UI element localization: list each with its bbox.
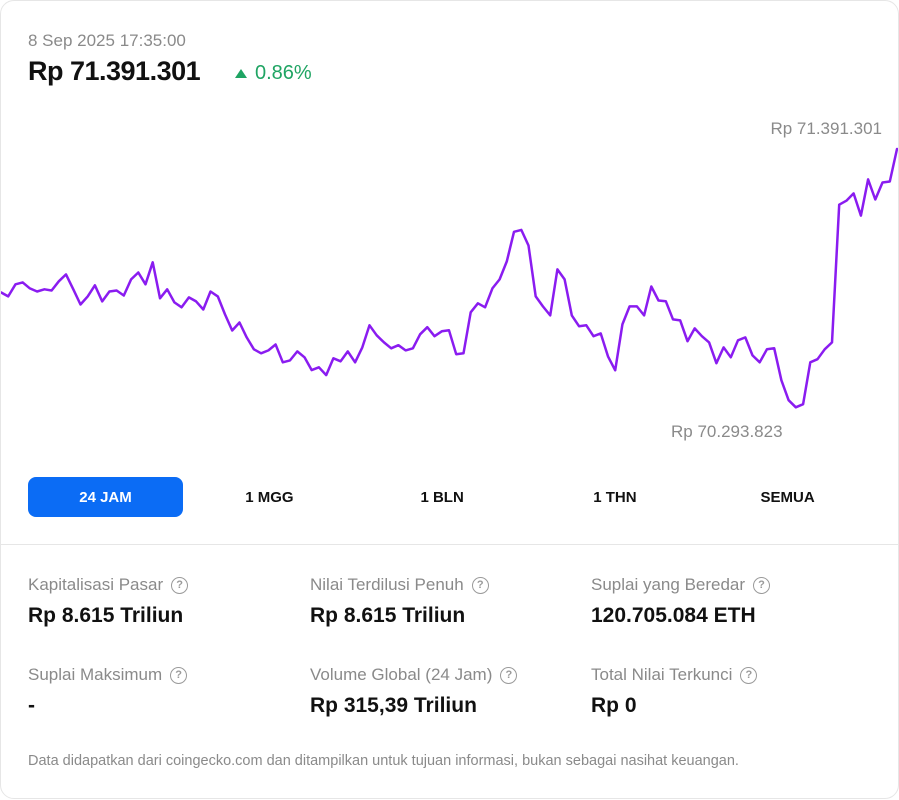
stat-value: Rp 8.615 Triliun: [310, 604, 466, 627]
disclaimer: Data didapatkan dari coingecko.com dan d…: [28, 753, 739, 769]
help-icon[interactable]: ?: [740, 666, 758, 684]
price-chart[interactable]: [1, 111, 899, 451]
chart-high-label: Rp 71.391.301: [770, 119, 882, 138]
help-icon[interactable]: ?: [170, 666, 188, 684]
stat-label: Kapitalisasi Pasar: [28, 575, 164, 594]
stat-circulating-supply: Suplai yang Beredar? 120.705.084 ETH: [591, 575, 861, 628]
stat-value: Rp 315,39 Triliun: [310, 694, 477, 717]
range-semua[interactable]: SEMUA: [760, 488, 815, 506]
current-price: Rp 71.391.301: [28, 56, 201, 86]
stat-value: -: [28, 694, 35, 717]
chart-low-label: Rp 70.293.823: [671, 422, 783, 441]
help-icon[interactable]: ?: [753, 576, 771, 594]
price-change: 0.86%: [235, 62, 312, 85]
time-range-selector: 24 JAM 1 MGG 1 BLN 1 THN SEMUA: [28, 477, 874, 517]
arrow-up-icon: [235, 69, 247, 78]
range-1-bln[interactable]: 1 BLN: [420, 488, 464, 506]
stat-label: Total Nilai Terkunci: [591, 665, 733, 684]
range-1-thn[interactable]: 1 THN: [593, 488, 637, 506]
stat-max-supply: Suplai Maksimum? -: [28, 665, 298, 718]
stat-market-cap: Kapitalisasi Pasar? Rp 8.615 Triliun: [28, 575, 298, 628]
stat-total-value-locked: Total Nilai Terkunci? Rp 0: [591, 665, 861, 718]
stat-label: Suplai Maksimum: [28, 665, 163, 684]
divider: [1, 544, 898, 545]
stat-label: Suplai yang Beredar: [591, 575, 746, 594]
price-line: [1, 147, 898, 409]
stat-fully-diluted: Nilai Terdilusi Penuh? Rp 8.615 Triliun: [310, 575, 580, 628]
stat-label: Volume Global (24 Jam): [310, 665, 493, 684]
stat-global-volume: Volume Global (24 Jam)? Rp 315,39 Triliu…: [310, 665, 580, 718]
help-icon[interactable]: ?: [171, 576, 189, 594]
stat-label: Nilai Terdilusi Penuh: [310, 575, 464, 594]
help-icon[interactable]: ?: [500, 666, 518, 684]
stat-value: Rp 0: [591, 694, 637, 717]
timestamp: 8 Sep 2025 17:35:00: [28, 31, 186, 50]
stat-value: 120.705.084 ETH: [591, 604, 756, 627]
help-icon[interactable]: ?: [471, 576, 489, 594]
range-24-jam[interactable]: 24 JAM: [28, 477, 183, 517]
stat-value: Rp 8.615 Triliun: [28, 604, 184, 627]
price-change-value: 0.86%: [255, 62, 312, 84]
range-1-mgg[interactable]: 1 MGG: [245, 488, 294, 506]
